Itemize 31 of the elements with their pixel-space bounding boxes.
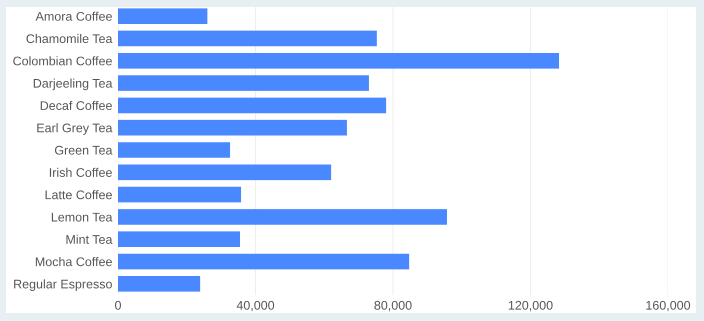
- bar: [118, 120, 347, 136]
- bar: [118, 30, 377, 46]
- y-tick-label: Decaf Coffee: [40, 100, 112, 110]
- y-tick-label: Lemon Tea: [52, 212, 112, 222]
- x-tick-label: 80,000: [374, 300, 412, 312]
- bar: [118, 164, 332, 180]
- bar: [118, 75, 369, 91]
- y-tick-label: Green Tea: [54, 146, 112, 155]
- x-tick-label: 40,000: [236, 300, 274, 312]
- x-tick-label: 160,000: [646, 300, 690, 312]
- y-tick-label: Colombian Coffee: [13, 56, 112, 66]
- y-tick-label: Earl Grey Tea: [37, 123, 112, 135]
- x-tick-label: 0: [115, 300, 121, 310]
- y-tick-label: Regular Espresso: [14, 279, 112, 291]
- y-tick-label: Latte Coffee: [46, 190, 112, 200]
- bar: [118, 186, 242, 202]
- bar: [118, 254, 410, 270]
- bar: [118, 231, 240, 248]
- y-tick-label: Irish Coffee: [50, 168, 112, 177]
- bar: [118, 98, 386, 114]
- y-tick-label: Mocha Coffee: [36, 257, 112, 266]
- bar: [118, 8, 208, 24]
- y-tick-label: Chamomile Tea: [26, 34, 112, 44]
- x-tick-label: 120,000: [508, 300, 553, 312]
- bar: [118, 142, 230, 158]
- bar: [118, 52, 560, 69]
- bar: [118, 276, 200, 292]
- y-tick-label: Mint Tea: [66, 234, 112, 244]
- y-tick-label: Darjeeling Tea: [34, 78, 112, 90]
- bar: [118, 209, 447, 225]
- y-tick-label: Amora Coffee: [36, 12, 112, 21]
